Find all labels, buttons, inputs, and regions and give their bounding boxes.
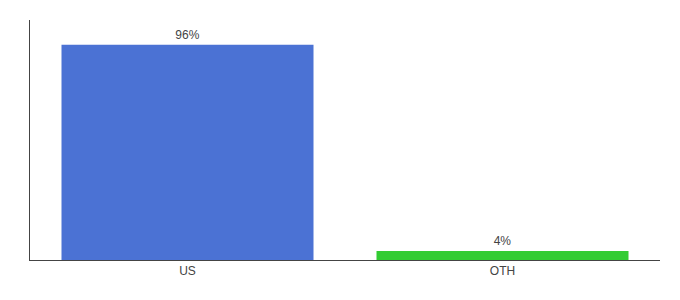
svg-text:96%: 96% bbox=[175, 28, 199, 42]
svg-text:OTH: OTH bbox=[490, 264, 515, 278]
svg-text:4%: 4% bbox=[494, 234, 512, 248]
svg-text:US: US bbox=[179, 264, 196, 278]
